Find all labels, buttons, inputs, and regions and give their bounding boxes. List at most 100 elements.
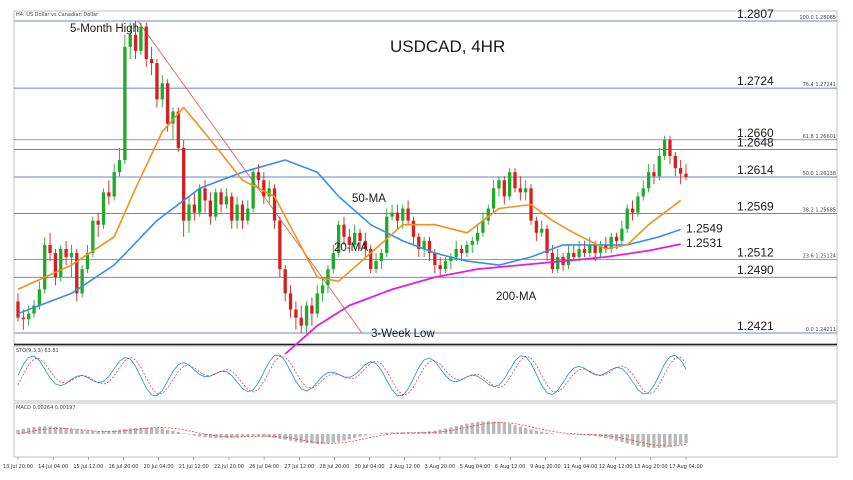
candle-body	[465, 244, 469, 253]
fib-label: 76.4 1.27241	[803, 82, 836, 88]
candle-body	[598, 244, 603, 253]
x-tick-label: 3 Aug 20:00	[425, 464, 456, 470]
macd-bar	[353, 434, 357, 438]
candle-body	[636, 196, 640, 213]
macd-signal-line	[17, 422, 687, 447]
stochastic-k-line	[17, 354, 687, 397]
candle-body	[363, 240, 368, 249]
candle-body	[155, 63, 159, 100]
candle-body	[630, 208, 635, 213]
macd-bar	[540, 431, 544, 434]
candle-body	[107, 192, 111, 197]
macd-bar	[16, 429, 20, 434]
macd-bar	[32, 427, 36, 434]
x-tick-label: 14 Jul 04:00	[38, 464, 68, 470]
x-tick-label: 11 Aug 04:00	[564, 464, 598, 470]
stochastic-d-line	[17, 355, 687, 396]
macd-bar	[198, 434, 202, 437]
indicator2-label: MACD 0.00264 0.00197	[16, 405, 76, 411]
macd-bar	[502, 422, 506, 434]
candle-body	[53, 252, 58, 278]
candle-body	[684, 173, 688, 177]
candle-body	[251, 172, 255, 209]
macd-bar	[588, 434, 592, 436]
candle-body	[577, 248, 581, 258]
candle-body	[21, 317, 26, 320]
ma50-line	[17, 159, 681, 315]
ma200-line	[284, 243, 681, 355]
candle-body	[427, 240, 432, 253]
candle-body	[379, 252, 384, 262]
candle-body	[256, 172, 261, 181]
candle-body	[614, 236, 619, 241]
candle-body	[64, 248, 68, 258]
macd-bar	[224, 434, 229, 439]
candle-body	[230, 196, 234, 221]
candle-body	[262, 180, 266, 197]
macd-bar	[336, 434, 341, 442]
macd-bar	[497, 422, 501, 434]
trendline	[137, 20, 363, 334]
macd-bar	[513, 425, 517, 434]
macd-bar	[262, 434, 266, 437]
macd-bar	[630, 434, 635, 445]
macd-bar	[326, 434, 330, 444]
macd-bar	[256, 434, 261, 437]
macd-bar	[155, 428, 159, 434]
macd-bar	[272, 434, 277, 438]
macd-panel-frame	[13, 402, 838, 458]
ma20-line	[17, 106, 682, 291]
macd-bar	[636, 434, 640, 447]
macd-bar	[144, 427, 148, 434]
x-tick-label: 9 Aug 20:00	[530, 464, 561, 470]
x-tick-label: 13 Jul 20:00	[3, 464, 33, 470]
annotation-label: 3-Week Low	[371, 328, 435, 340]
macd-bar	[182, 433, 186, 434]
macd-bar	[91, 431, 95, 434]
level-label: 1.2807	[737, 7, 774, 21]
x-tick-label: 30 Jul 04:00	[355, 464, 385, 470]
candle-body	[395, 212, 400, 221]
instrument-caption: H4: US Dollar vs Canadian Dollar	[16, 12, 99, 18]
macd-bar	[251, 434, 255, 437]
candle-body	[481, 220, 485, 233]
candle-body	[433, 252, 437, 266]
macd-bar	[230, 434, 234, 438]
candle-body	[641, 188, 645, 197]
candle-body	[497, 180, 501, 189]
candle-body	[443, 261, 448, 270]
candle-body	[160, 83, 164, 100]
candle-body	[342, 224, 346, 237]
candle-body	[652, 172, 656, 177]
indicator1-label: STO(9,3,3) 63.81	[16, 348, 59, 354]
candle-body	[470, 240, 474, 245]
candle-body	[486, 208, 490, 221]
macd-bar	[390, 432, 394, 434]
macd-bar	[294, 434, 298, 442]
candle-body	[208, 200, 213, 217]
annotations: 5-Month High 50-MA 20-MA 200-MA 3-Week Low	[70, 23, 537, 340]
macd-histogram	[16, 421, 688, 448]
candle-body	[272, 188, 277, 221]
macd-bar	[529, 429, 533, 434]
macd-bar	[246, 434, 250, 437]
candle-body	[123, 46, 127, 161]
macd-bar	[625, 434, 629, 444]
candle-body	[326, 269, 330, 286]
candle-body	[320, 285, 325, 294]
candle-body	[315, 293, 319, 314]
candle-body	[534, 220, 539, 233]
candle-body	[401, 208, 405, 221]
candle-body	[609, 236, 613, 249]
annotation-label: 5-Month High	[70, 23, 139, 35]
macd-bar	[117, 429, 122, 434]
macd-bar	[123, 429, 127, 434]
level-label: 1.2648	[737, 136, 774, 150]
candle-body	[43, 244, 47, 290]
macd-bar	[518, 426, 522, 434]
candle-body	[390, 212, 394, 217]
x-axis: 13 Jul 20:00 14 Jul 04:00 15 Jul 12:00 16 J…	[3, 457, 703, 470]
macd-bar	[299, 434, 303, 443]
macd-bar	[641, 434, 645, 447]
candle-body	[139, 26, 143, 51]
